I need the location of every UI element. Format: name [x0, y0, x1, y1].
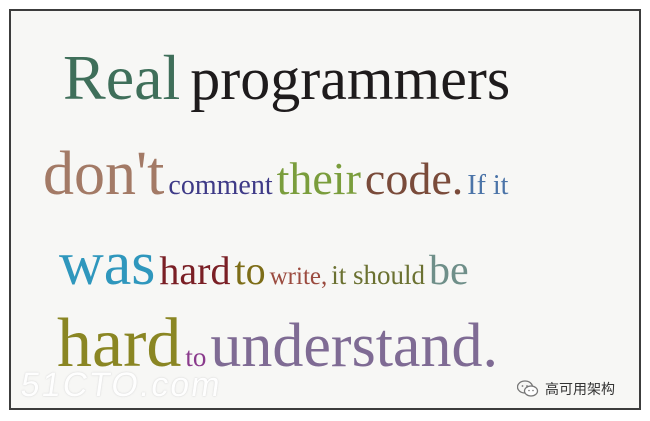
- word-hard-2: hard: [57, 305, 182, 382]
- account-badge: 高可用架构: [517, 379, 615, 399]
- word-comment: comment: [168, 170, 273, 201]
- word-to-2: to: [185, 342, 207, 372]
- word-be: be: [429, 248, 469, 294]
- quote-poster: Real programmers don't comment their cod…: [9, 9, 641, 410]
- word-it-should: it should: [331, 260, 426, 290]
- account-name: 高可用架构: [545, 382, 615, 398]
- quote-line-1: Real programmers: [63, 46, 510, 110]
- word-was: was: [59, 230, 156, 298]
- word-if-it: If it: [467, 170, 509, 201]
- word-hard: hard: [159, 248, 231, 293]
- word-real: Real: [63, 42, 181, 113]
- quote-line-3: was hard to write, it should be: [59, 233, 469, 295]
- word-to: to: [234, 248, 266, 293]
- word-programmers: programmers: [190, 46, 511, 112]
- word-their: their: [276, 153, 361, 204]
- site-watermark: 51CTO.com: [18, 366, 225, 404]
- quote-line-4: hard to understand.: [57, 309, 498, 379]
- quote-line-2: don't comment their code. If it: [43, 143, 508, 205]
- wechat-icon: [517, 380, 539, 397]
- word-code: code.: [364, 153, 464, 204]
- word-write: write,: [269, 263, 328, 290]
- word-understand: understand.: [210, 312, 498, 380]
- word-dont: don't: [43, 140, 165, 208]
